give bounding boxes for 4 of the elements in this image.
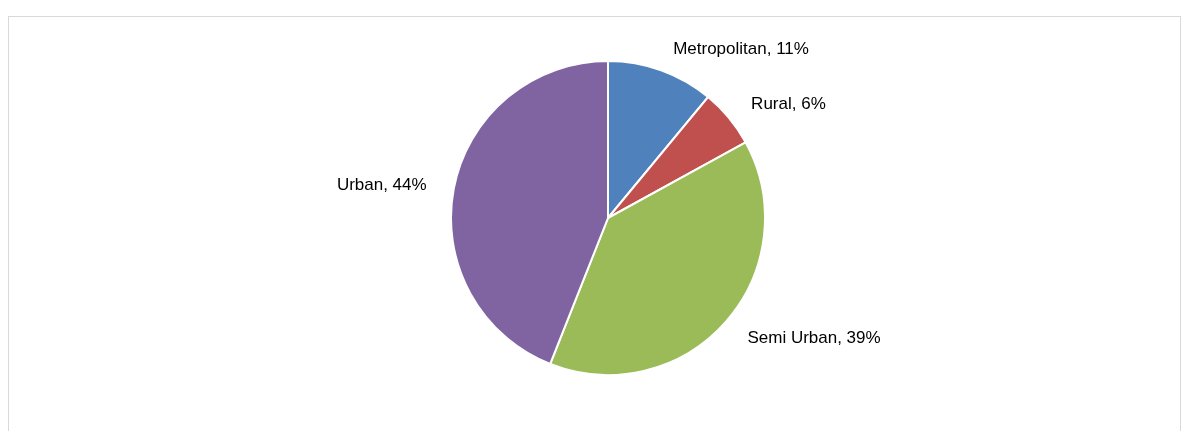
slice-label: Semi Urban, 39%	[747, 328, 881, 348]
slice-label: Metropolitan, 11%	[673, 39, 809, 59]
slice-label: Urban, 44%	[336, 175, 427, 195]
slice-label: Rural, 6%	[751, 93, 826, 113]
